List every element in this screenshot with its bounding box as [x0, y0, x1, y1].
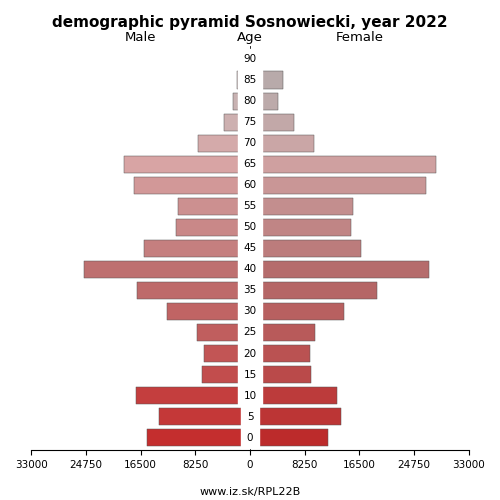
Bar — [144, 240, 250, 257]
Text: 10: 10 — [244, 390, 256, 400]
Bar — [197, 324, 250, 341]
Bar — [167, 303, 250, 320]
Text: Male: Male — [125, 32, 156, 44]
Bar — [250, 240, 360, 257]
Bar — [250, 114, 294, 131]
Bar — [250, 282, 377, 299]
Bar — [250, 387, 338, 404]
Text: 5: 5 — [246, 412, 254, 422]
Text: 60: 60 — [244, 180, 256, 190]
Text: 25: 25 — [244, 328, 256, 338]
Text: 80: 80 — [244, 96, 256, 106]
Bar — [250, 408, 342, 425]
Text: 45: 45 — [244, 244, 256, 254]
Bar — [250, 303, 344, 320]
Bar — [84, 261, 250, 278]
Text: 90: 90 — [244, 54, 256, 64]
Bar — [250, 176, 426, 194]
Bar — [198, 134, 250, 152]
Bar — [178, 198, 250, 215]
Bar — [204, 345, 250, 362]
Bar — [250, 324, 315, 341]
Bar — [202, 366, 250, 383]
Text: 75: 75 — [244, 117, 256, 127]
Title: demographic pyramid Sosnowiecki, year 2022: demographic pyramid Sosnowiecki, year 20… — [52, 15, 448, 30]
Text: 40: 40 — [244, 264, 256, 274]
Bar — [138, 282, 250, 299]
Bar — [250, 72, 283, 88]
Bar — [250, 429, 328, 446]
Bar — [233, 92, 250, 110]
Bar — [246, 50, 250, 68]
Text: www.iz.sk/RPL22B: www.iz.sk/RPL22B — [200, 487, 300, 497]
Bar — [176, 218, 250, 236]
Bar — [148, 429, 250, 446]
Text: 20: 20 — [244, 348, 256, 358]
Bar — [250, 198, 352, 215]
Text: 15: 15 — [244, 370, 256, 380]
Bar — [250, 261, 429, 278]
Bar — [237, 72, 250, 88]
Bar — [224, 114, 250, 131]
Bar — [250, 92, 278, 110]
Bar — [250, 366, 311, 383]
Text: 0: 0 — [247, 432, 254, 442]
Bar — [250, 134, 314, 152]
Bar — [250, 50, 262, 68]
Bar — [134, 176, 250, 194]
Bar — [250, 218, 350, 236]
Text: 35: 35 — [244, 286, 256, 296]
Text: 50: 50 — [244, 222, 256, 232]
Text: 30: 30 — [244, 306, 256, 316]
Text: Female: Female — [336, 32, 384, 44]
Bar — [136, 387, 250, 404]
Text: Age: Age — [237, 32, 263, 44]
Bar — [250, 345, 310, 362]
Text: 70: 70 — [244, 138, 256, 148]
Bar — [158, 408, 250, 425]
Text: 55: 55 — [244, 202, 256, 211]
Bar — [250, 156, 436, 173]
Text: 65: 65 — [244, 159, 256, 169]
Bar — [124, 156, 250, 173]
Text: 85: 85 — [244, 75, 256, 85]
